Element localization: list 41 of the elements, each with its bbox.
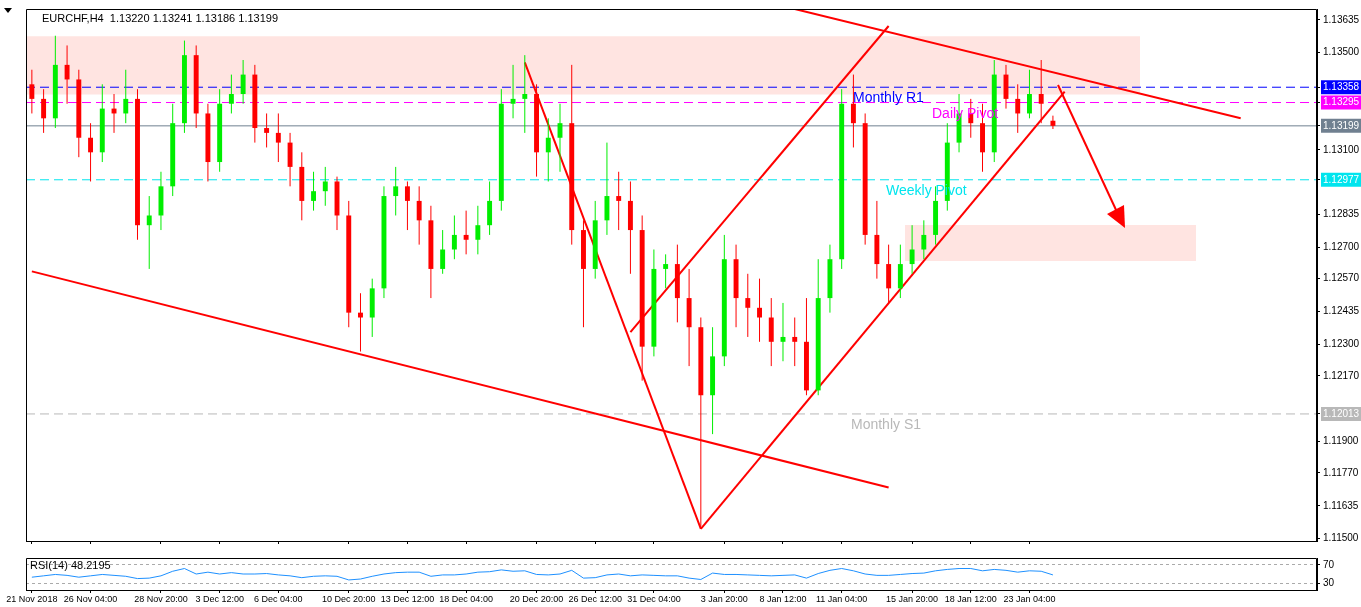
- y-tick-label: 1.12300: [1323, 337, 1360, 349]
- y-tick-label: 1.13100: [1323, 143, 1360, 155]
- ref-line-label: Monthly S1: [851, 415, 922, 432]
- category-label: 13 Dec 12:00: [380, 593, 435, 604]
- category-label: 3 Jan 20:00: [700, 593, 748, 604]
- category-label: 18 Dec 04:00: [439, 593, 493, 604]
- category-label: 15 Jan 20:00: [886, 593, 939, 604]
- y-tick-label: 1.13358: [1323, 80, 1360, 92]
- y-tick-label: 1.12435: [1323, 305, 1360, 317]
- y-tick-label: 30: [1323, 576, 1335, 588]
- category-label: 20 Dec 20:00: [509, 593, 564, 604]
- category-label: 26 Dec 12:00: [568, 593, 622, 604]
- category-label: 10 Dec 20:00: [321, 593, 376, 604]
- category-label: 28 Nov 20:00: [134, 593, 188, 604]
- y-tick-label: 1.13199: [1323, 119, 1360, 131]
- category-label: 3 Dec 12:00: [195, 593, 244, 604]
- y-tick-label: 1.11900: [1323, 435, 1359, 447]
- ref-line-label: Monthly R1: [853, 89, 925, 106]
- y-tick-label: 1.12013: [1323, 407, 1360, 419]
- y-tick-label: 1.12977: [1323, 173, 1360, 185]
- category-label: 8 Jan 12:00: [759, 593, 807, 604]
- category-label: 11 Jan 04:00: [815, 593, 868, 604]
- category-label: 18 Jan 12:00: [944, 593, 997, 604]
- y-tick-label: 1.11635: [1323, 499, 1359, 511]
- category-label: 31 Dec 04:00: [627, 593, 681, 604]
- category-label: 26 Nov 04:00: [63, 593, 118, 604]
- y-tick-label: 1.12570: [1323, 272, 1360, 284]
- y-tick-label: 1.13635: [1323, 13, 1360, 25]
- category-label: 6 Dec 04:00: [254, 593, 303, 604]
- chart-title: RSI(14) 48.2195: [30, 558, 111, 571]
- category-label: 23 Jan 04:00: [1003, 593, 1056, 604]
- y-tick-label: 1.13295: [1323, 96, 1360, 108]
- y-tick-label: 1.12835: [1323, 208, 1360, 220]
- y-tick-label: 1.12170: [1323, 369, 1360, 381]
- chart-title: EURCHF,H4 1.13220 1.13241 1.13186 1.13199: [42, 11, 279, 24]
- y-tick-label: 70: [1323, 558, 1335, 570]
- y-tick-label: 1.13500: [1323, 46, 1360, 58]
- category-label: 21 Nov 2018: [6, 593, 58, 604]
- y-tick-label: 1.12700: [1323, 240, 1360, 252]
- y-tick-label: 1.11770: [1323, 466, 1359, 478]
- y-tick-label: 1.11500: [1323, 532, 1359, 544]
